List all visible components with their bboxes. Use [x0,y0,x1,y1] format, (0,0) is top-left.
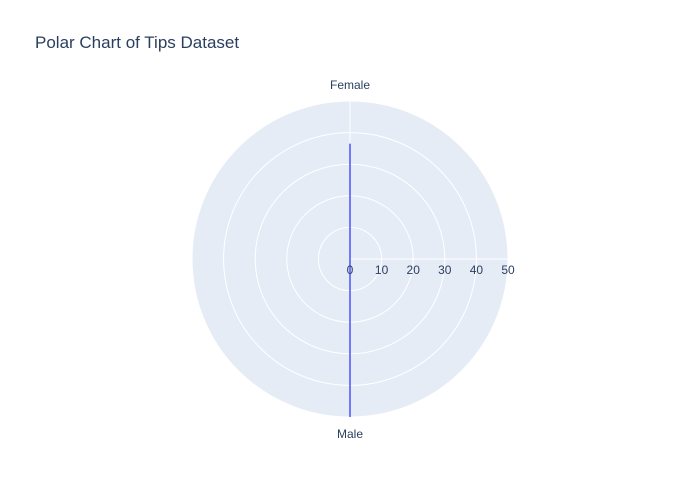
chart-title: Polar Chart of Tips Dataset [35,33,240,52]
angular-tick-label: Female [330,78,370,92]
angular-tick-label: Male [337,427,363,441]
radial-tick-label: 30 [438,263,452,277]
radial-tick-label: 40 [470,263,484,277]
radial-tick-label: 0 [347,263,354,277]
radial-tick-label: 20 [407,263,421,277]
angular-tick-labels: Female Male [330,78,370,441]
radial-tick-labels: 0 10 20 30 40 50 [347,263,515,277]
radial-tick-label: 10 [375,263,389,277]
radial-tick-label: 50 [501,263,515,277]
